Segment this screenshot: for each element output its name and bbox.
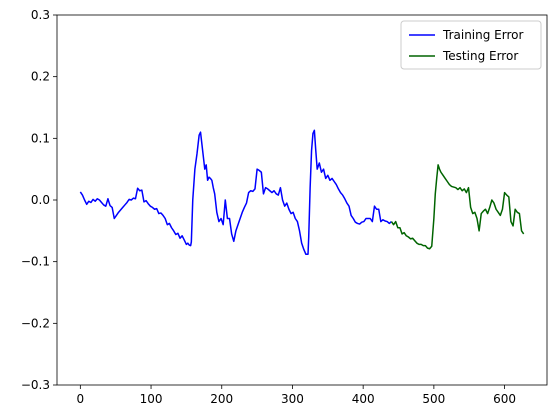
x-tick-label: 0 bbox=[77, 392, 85, 406]
y-tick-label: 0.0 bbox=[31, 193, 50, 207]
y-tick-label: 0.2 bbox=[31, 70, 50, 84]
y-tick-label: −0.1 bbox=[21, 255, 50, 269]
y-tick-label: −0.3 bbox=[21, 378, 50, 392]
legend: Training Error Testing Error bbox=[400, 20, 542, 70]
y-tick-label: 0.1 bbox=[31, 131, 50, 145]
legend-frame bbox=[400, 20, 542, 70]
series-line-0 bbox=[79, 129, 392, 256]
series-line-1 bbox=[390, 164, 525, 250]
x-tick-label: 300 bbox=[281, 392, 304, 406]
legend-label-1: Testing Error bbox=[442, 49, 518, 63]
x-tick-label: 400 bbox=[352, 392, 375, 406]
axis-ticks: 0 100 200 300 400 500 600 −0.3 −0.2 −0.1 0.0 0.1 0.2… bbox=[21, 8, 516, 406]
y-tick-label: −0.2 bbox=[21, 316, 50, 330]
legend-label-0: Training Error bbox=[442, 28, 523, 42]
x-tick-label: 200 bbox=[210, 392, 233, 406]
x-tick-label: 100 bbox=[140, 392, 163, 406]
x-tick-label: 500 bbox=[422, 392, 445, 406]
x-tick-label: 600 bbox=[493, 392, 516, 406]
series-layer bbox=[79, 129, 525, 256]
y-tick-label: 0.3 bbox=[31, 8, 50, 22]
